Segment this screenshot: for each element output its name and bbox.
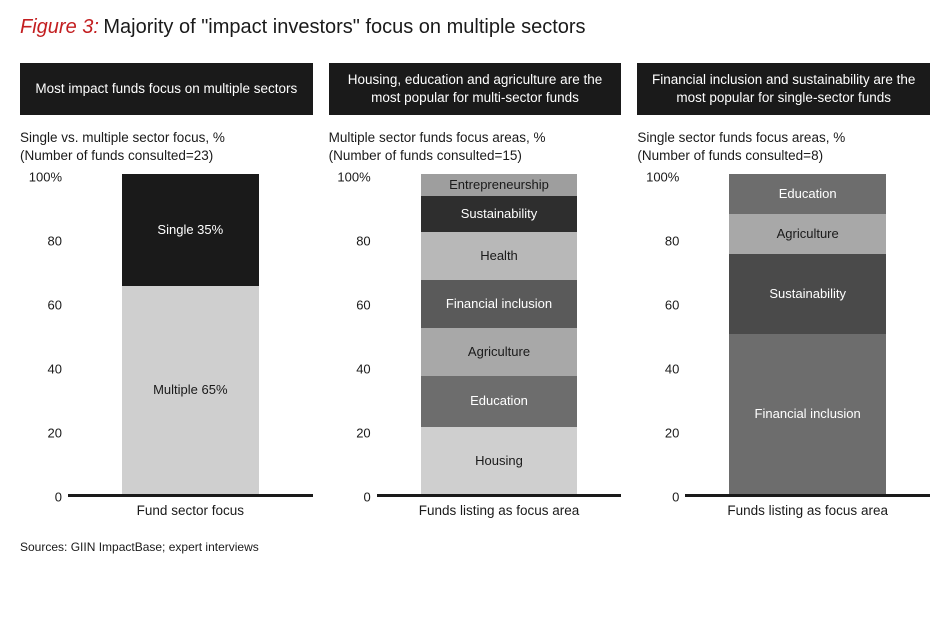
segment-label: Education [470,393,528,409]
segment-label: Education [779,186,837,202]
y-axis: 020406080100% [20,177,68,497]
segment-label: Single 35% [157,222,223,238]
panel-header: Financial inclusion and sustainability a… [637,63,930,115]
y-tick: 60 [665,298,679,313]
bar-segment: Health [421,232,578,280]
y-axis: 020406080100% [637,177,685,497]
stacked-bar: Financial inclusion Sustainability Agricul… [729,174,886,494]
segment-label: Financial inclusion [755,406,861,422]
chart-area: 020406080100%Multiple 65%Single 35% [20,177,313,497]
bar-segment: Agriculture [729,214,886,254]
sources-line: Sources: GIIN ImpactBase; expert intervi… [20,540,930,554]
y-axis: 020406080100% [329,177,377,497]
segment-label: Housing [475,453,523,469]
plot-area: Housing Education Agriculture Financial inc… [377,177,622,497]
x-axis-label: Funds listing as focus area [377,503,622,518]
panel-subtitle: Multiple sector funds focus areas, %(Num… [329,129,622,169]
y-tick: 60 [48,298,62,313]
bar-segment: Housing [421,427,578,494]
chart-area: 020406080100%HousingEducationAgriculture… [329,177,622,497]
segment-label: Multiple 65% [153,382,227,398]
segment-label: Entrepreneurship [449,177,549,193]
bar-segment: Entrepreneurship [421,174,578,196]
bar-segment: Agriculture [421,328,578,376]
x-axis-label: Funds listing as focus area [685,503,930,518]
chart-panel: Most impact funds focus on multiple sect… [20,63,313,518]
bar-segment: Financial inclusion [421,280,578,328]
segment-label: Health [480,248,518,264]
y-tick: 40 [665,362,679,377]
y-tick: 60 [356,298,370,313]
bar-segment: Education [421,376,578,427]
y-tick: 20 [665,426,679,441]
x-axis-label: Fund sector focus [68,503,313,518]
bar-segment: Education [729,174,886,214]
y-tick: 80 [356,234,370,249]
y-tick: 80 [48,234,62,249]
bar-segment: Financial inclusion [729,334,886,494]
panel-header: Most impact funds focus on multiple sect… [20,63,313,115]
segment-label: Agriculture [777,226,839,242]
bar-segment: Multiple 65% [122,286,259,494]
segment-label: Financial inclusion [446,296,552,312]
y-tick: 20 [48,426,62,441]
figure-text: Majority of "impact investors" focus on … [103,16,585,38]
y-tick: 40 [48,362,62,377]
bar-segment: Sustainability [729,254,886,334]
y-tick: 0 [672,490,679,505]
plot-area: Multiple 65% Single 35% [68,177,313,497]
chart-panel: Housing, education and agriculture are t… [329,63,622,518]
bar-segment: Sustainability [421,196,578,231]
y-tick: 20 [356,426,370,441]
segment-label: Sustainability [769,286,846,302]
figure-label: Figure 3: [20,16,99,38]
y-tick: 0 [363,490,370,505]
y-tick: 0 [55,490,62,505]
y-tick: 100% [646,170,679,185]
chart-panel: Financial inclusion and sustainability a… [637,63,930,518]
panels-row: Most impact funds focus on multiple sect… [20,63,930,518]
bar-segment: Single 35% [122,174,259,286]
segment-label: Agriculture [468,344,530,360]
segment-label: Sustainability [461,206,538,222]
panel-subtitle: Single sector funds focus areas, %(Numbe… [637,129,930,169]
y-tick: 100% [29,170,62,185]
y-tick: 100% [337,170,370,185]
stacked-bar: Housing Education Agriculture Financial inc… [421,174,578,494]
y-tick: 40 [356,362,370,377]
chart-area: 020406080100%Financial inclusionSustaina… [637,177,930,497]
figure-title: Figure 3: Majority of "impact investors"… [20,16,930,39]
panel-header: Housing, education and agriculture are t… [329,63,622,115]
plot-area: Financial inclusion Sustainability Agricul… [685,177,930,497]
y-tick: 80 [665,234,679,249]
stacked-bar: Multiple 65% Single 35% [122,174,259,494]
panel-subtitle: Single vs. multiple sector focus, %(Numb… [20,129,313,169]
